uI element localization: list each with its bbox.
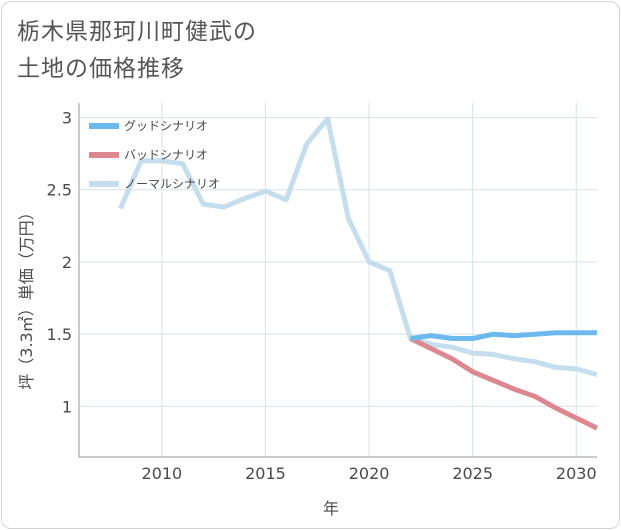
y-axis-label: 坪（3.3㎡）単価（万円） [17,204,36,389]
legend-swatch [89,123,119,129]
x-tick-label: 2015 [245,464,286,483]
series-line-0 [410,330,597,341]
x-tick-label: 2010 [142,464,183,483]
plot-frame [78,103,597,458]
legend-swatch [89,181,119,187]
grid-lines [79,103,597,457]
y-tick-label: 2.5 [47,181,72,200]
y-tick-label: 2 [62,253,72,272]
x-tick-label: 2025 [452,464,493,483]
x-tick-label: 2030 [556,464,597,483]
series-line-2 [118,116,598,378]
legend-swatch [89,152,119,158]
x-tick-labels: 2010 2015 2020 2025 2030 [142,464,597,483]
x-tick-label: 2020 [349,464,390,483]
y-tick-label: 3 [62,108,72,127]
y-tick-label: 1 [62,397,72,416]
series-lines [118,116,599,431]
x-axis-label: 年 [323,499,339,518]
legend-label: ノーマルシナリオ [124,177,220,191]
chart-title: 栃木県那珂川町健武の 土地の価格推移 [17,19,257,82]
legend-label: グッドシナリオ [124,119,208,133]
y-tick-labels: 1 1.5 2 2.5 3 [47,108,72,416]
y-tick-label: 1.5 [47,325,72,344]
legend-label: バッドシナリオ [124,148,208,162]
series-line-1 [409,336,599,431]
